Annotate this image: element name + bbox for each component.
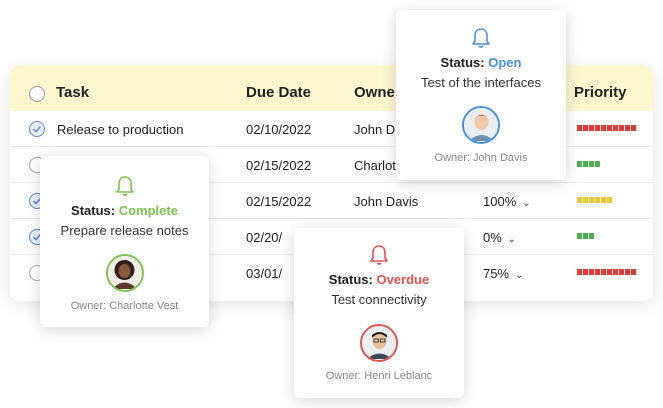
status-value: Open (488, 55, 522, 70)
priority-block (625, 125, 630, 131)
priority-block (613, 125, 618, 131)
bell-icon (370, 245, 388, 265)
card-title: Test of the interfaces (421, 75, 541, 90)
status-value: Overdue (376, 272, 430, 287)
header-owner[interactable]: Owne (354, 84, 395, 101)
priority-block (589, 233, 594, 239)
priority-block (583, 197, 588, 203)
card-title: Test connectivity (331, 292, 427, 307)
progress-value: 0% (483, 230, 502, 245)
table-row[interactable]: Release to production 02/10/2022 John Da (10, 111, 653, 147)
priority-block (631, 269, 636, 275)
avatar (105, 254, 144, 292)
priority-block (601, 125, 606, 131)
card-title: Prepare release notes (60, 223, 189, 238)
priority-block (589, 269, 594, 275)
avatar (360, 324, 398, 362)
priority-block (607, 125, 612, 131)
chevron-down-icon: ⌄ (515, 270, 524, 281)
due-date: 02/10/2022 (246, 122, 312, 137)
owner-name: Charlot (354, 158, 396, 173)
status-card-complete[interactable]: Status: Complete Prepare release notes O… (40, 156, 209, 327)
header-due-date[interactable]: Due Date (246, 84, 312, 101)
progress-value: 100% (483, 194, 517, 209)
priority-block (577, 161, 582, 167)
check-icon (32, 233, 42, 241)
status-label: Status: (71, 203, 116, 218)
owner-name: John Da (354, 122, 403, 137)
priority-block (577, 125, 582, 131)
priority-block (595, 125, 600, 131)
priority-block (589, 197, 594, 203)
priority-bar (577, 125, 636, 131)
priority-block (631, 125, 636, 131)
chevron-down-icon: ⌄ (522, 198, 531, 209)
status-card-open[interactable]: Status: Open Test of the interfaces Owne… (396, 10, 566, 180)
bell-icon (115, 176, 134, 196)
priority-block (577, 233, 582, 239)
priority-block (577, 269, 582, 275)
priority-bar (577, 197, 612, 203)
card-status: Status: Complete (40, 203, 209, 218)
priority-block (607, 269, 612, 275)
priority-block (595, 197, 600, 203)
header-task[interactable]: Task (56, 84, 90, 101)
priority-block (613, 269, 618, 275)
select-all-checkbox[interactable] (29, 86, 45, 102)
priority-block (595, 269, 600, 275)
priority-block (589, 161, 594, 167)
card-owner: Owner: John Davis (434, 152, 528, 164)
progress-select[interactable]: 75% ⌄ (483, 266, 523, 281)
priority-block (583, 233, 588, 239)
priority-block (619, 125, 624, 131)
task-name: Release to production (57, 122, 184, 137)
due-date: 02/20/ (246, 230, 283, 245)
chevron-down-icon: ⌄ (507, 234, 517, 245)
priority-block (625, 269, 630, 275)
card-owner: Owner: Henri Leblanc (325, 370, 433, 382)
priority-block (595, 161, 600, 167)
progress-select[interactable]: 0% ⌄ (483, 230, 516, 245)
due-date: 02/15/2022 (246, 158, 312, 173)
priority-block (583, 161, 588, 167)
check-icon (32, 197, 42, 205)
priority-block (583, 125, 588, 131)
status-card-overdue[interactable]: Status: Overdue Test connectivity Owner:… (294, 228, 464, 398)
status-label: Status: (328, 272, 373, 287)
header-priority[interactable]: Priority (574, 84, 627, 101)
status-label: Status: (440, 55, 485, 70)
due-date: 02/15/2022 (246, 194, 312, 209)
progress-select[interactable]: 100% ⌄ (483, 194, 531, 209)
bell-icon (472, 28, 490, 48)
priority-block (601, 197, 606, 203)
check-icon (32, 125, 42, 133)
progress-value: 75% (483, 266, 510, 281)
card-status: Status: Open (396, 55, 566, 70)
priority-block (607, 197, 612, 203)
priority-bar (577, 233, 594, 239)
status-value: Complete (118, 203, 178, 218)
priority-bar (577, 161, 600, 167)
due-date: 03/01/ (246, 266, 283, 281)
priority-block (583, 269, 588, 275)
priority-block (577, 197, 582, 203)
owner-name: John Davis (354, 194, 419, 209)
card-owner: Owner: Charlotte Vest (70, 300, 179, 312)
priority-block (619, 269, 624, 275)
priority-block (601, 269, 606, 275)
card-status: Status: Overdue (294, 272, 464, 287)
row-checkbox[interactable] (29, 121, 45, 137)
priority-bar (577, 269, 636, 275)
priority-block (589, 125, 594, 131)
avatar (462, 106, 500, 144)
